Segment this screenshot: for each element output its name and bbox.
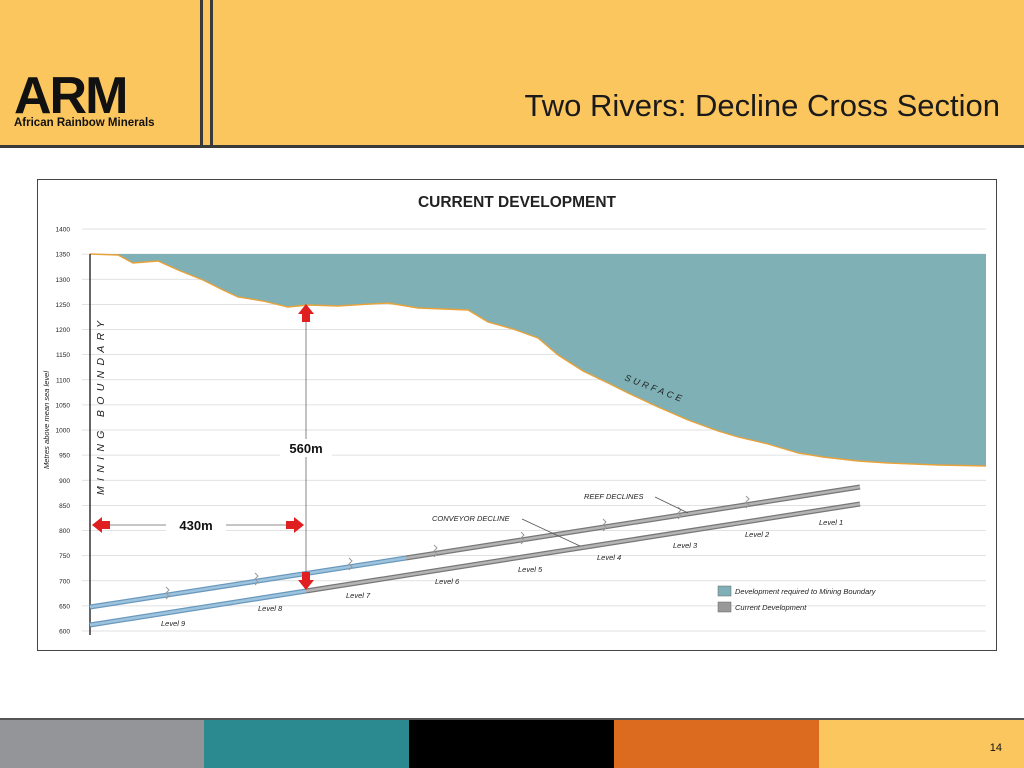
level-6-label: Level 6 <box>435 577 460 586</box>
arrow-down <box>298 572 314 590</box>
y-tick-label: 1050 <box>56 402 71 409</box>
header-divider <box>210 0 213 145</box>
y-tick-label: 1150 <box>56 352 70 359</box>
level-3-label: Level 3 <box>673 541 698 550</box>
legend-swatch-required <box>717 585 732 597</box>
y-tick-label: 1300 <box>56 277 71 284</box>
footer-block-black <box>409 720 614 768</box>
level-5-label: Level 5 <box>518 565 543 574</box>
y-tick-label: 1400 <box>56 227 71 234</box>
y-tick-label: 650 <box>59 603 70 610</box>
vertical-measure-label: 560m <box>289 441 322 456</box>
reef-declines-label: REEF DECLINES <box>584 492 643 501</box>
level-2-label: Level 2 <box>745 530 770 539</box>
arrow-up <box>298 304 314 322</box>
header-bar <box>0 0 1024 148</box>
y-tick-label: 1250 <box>56 302 71 309</box>
logo-tagline: African Rainbow Minerals <box>14 117 155 129</box>
declines <box>89 484 861 628</box>
level-9-label: Level 9 <box>161 619 186 628</box>
y-tick-label: 900 <box>59 478 70 485</box>
y-tick-label: 850 <box>59 503 70 510</box>
y-tick-label: 750 <box>59 553 70 560</box>
mining-boundary-label: MINING BOUNDARY <box>95 316 107 495</box>
surface-area <box>90 254 986 466</box>
cross-section-diagram: CURRENT DEVELOPMENT 1400 1350 1300 1250 1200… <box>37 179 997 651</box>
y-tick-label: 800 <box>59 528 70 535</box>
y-tick-label: 600 <box>59 629 70 636</box>
footer-divider <box>0 718 1024 720</box>
footer-block-teal <box>204 720 409 768</box>
surface-line <box>89 253 987 467</box>
footer-block-grey <box>0 720 204 768</box>
arrow-left <box>92 517 110 533</box>
footer-block-yellow <box>819 720 1024 768</box>
level-1-label: Level 1 <box>819 518 843 527</box>
level-4-label: Level 4 <box>597 553 621 562</box>
page-number: 14 <box>989 742 1002 754</box>
level-7-label: Level 7 <box>346 591 371 600</box>
legend: Development required to Mining Boundary … <box>717 585 877 613</box>
cross-section-svg: CURRENT DEVELOPMENT 1400 1350 1300 1250 1200… <box>42 194 987 636</box>
y-tick-label: 1100 <box>56 377 70 384</box>
arrow-right <box>286 517 304 533</box>
crosscuts <box>165 495 750 600</box>
legend-swatch-current <box>717 601 732 613</box>
y-tick-label: 950 <box>59 453 70 460</box>
y-axis-ticks: 1400 1350 1300 1250 1200 1150 1100 1050 1000 950 9… <box>56 227 71 636</box>
y-tick-label: 1200 <box>56 327 71 334</box>
horizontal-measure-label: 430m <box>179 518 212 533</box>
footer-color-bar <box>0 720 1024 768</box>
y-tick-label: 700 <box>59 578 70 585</box>
logo-wordmark: ARM <box>14 67 128 125</box>
y-tick-label: 1000 <box>56 428 71 435</box>
slide-title: Two Rivers: Decline Cross Section <box>524 88 1001 123</box>
y-tick-label: 1350 <box>56 252 71 259</box>
footer-block-orange <box>614 720 819 768</box>
legend-required-label: Development required to Mining Boundary <box>735 587 877 596</box>
level-8-label: Level 8 <box>258 604 283 613</box>
diagram-heading: CURRENT DEVELOPMENT <box>418 194 617 211</box>
conveyor-decline-label: CONVEYOR DECLINE <box>432 514 511 523</box>
y-axis-label: Metres above mean sea level <box>42 371 51 469</box>
legend-current-label: Current Development <box>735 603 807 612</box>
logo: ARM African Rainbow Minerals <box>0 0 203 145</box>
